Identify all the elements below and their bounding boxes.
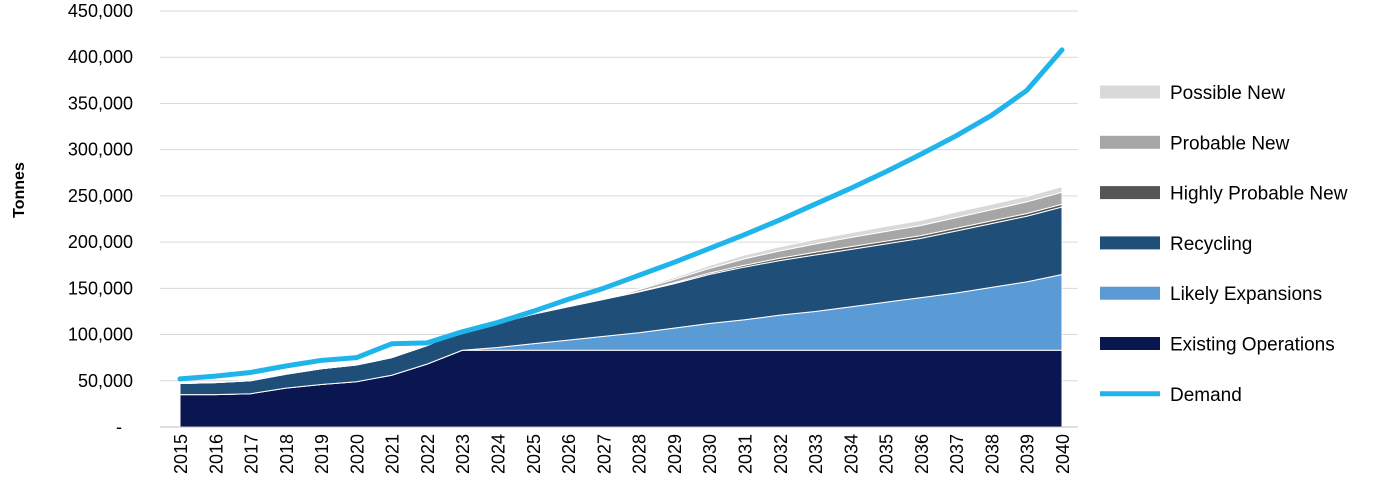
x-tick-label: 2030	[700, 434, 720, 474]
x-tick-label: 2021	[383, 434, 403, 474]
legend-swatch	[1100, 186, 1160, 200]
legend-item: Likely Expansions	[1100, 284, 1322, 305]
stacked-areas	[179, 185, 1063, 428]
y-tick-label: 200,000	[68, 232, 133, 252]
y-tick-label: 100,000	[68, 325, 133, 345]
legend-swatch	[1100, 135, 1160, 149]
x-tick-label: 2018	[277, 434, 297, 474]
y-tick-label: 250,000	[68, 186, 133, 206]
legend-item: Probable New	[1100, 133, 1290, 154]
x-tick-label: 2017	[242, 434, 262, 474]
legend-label: Highly Probable New	[1170, 184, 1348, 205]
legend: Possible New Probable New Highly Probable …	[1100, 83, 1348, 406]
x-tick-label: 2023	[453, 434, 473, 474]
legend-label: Probable New	[1170, 133, 1290, 154]
legend-label: Possible New	[1170, 83, 1285, 104]
legend-swatch	[1100, 337, 1160, 350]
x-axis-ticks: 2015 2016 2017 2018 2019 2020 2021 2022 2023 2024…	[171, 434, 1073, 474]
x-tick-label: 2038	[982, 434, 1002, 474]
x-tick-label: 2040	[1053, 434, 1073, 474]
x-tick-label: 2029	[665, 434, 685, 474]
legend-item: Demand	[1100, 385, 1242, 406]
y-tick-label: 50,000	[78, 371, 133, 391]
x-tick-label: 2039	[1018, 434, 1038, 474]
legend-label: Recycling	[1170, 234, 1252, 255]
legend-item: Highly Probable New	[1100, 184, 1348, 205]
x-tick-label: 2034	[841, 434, 861, 474]
legend-swatch	[1100, 236, 1160, 250]
demand-line-group	[177, 47, 1065, 382]
x-tick-label: 2025	[524, 434, 544, 474]
legend-label: Likely Expansions	[1170, 284, 1322, 305]
x-tick-label: 2016	[206, 434, 226, 474]
y-tick-label: 350,000	[68, 93, 133, 113]
x-tick-label: 2032	[771, 434, 791, 474]
x-tick-label: 2026	[559, 434, 579, 474]
x-tick-label: 2035	[877, 434, 897, 474]
x-tick-label: 2031	[735, 434, 755, 474]
demand-line	[177, 47, 1065, 382]
legend-item: Existing Operations	[1100, 335, 1335, 356]
y-tick-label: 450,000	[68, 1, 133, 21]
x-tick-label: 2037	[947, 434, 967, 474]
legend-swatch	[1100, 286, 1160, 300]
x-tick-label: 2024	[489, 434, 509, 474]
y-tick-label: -	[116, 417, 122, 437]
x-tick-label: 2015	[171, 434, 191, 474]
x-tick-label: 2022	[418, 434, 438, 474]
y-tick-label: 400,000	[68, 47, 133, 67]
y-tick-label: 300,000	[68, 140, 133, 160]
y-axis-ticks: - 50,000 100,000 150,000 200,000 250,000 300,0…	[68, 1, 133, 437]
legend-label: Demand	[1170, 385, 1242, 406]
x-tick-label: 2027	[594, 434, 614, 474]
x-tick-label: 2036	[912, 434, 932, 474]
gridlines	[160, 10, 1078, 382]
y-tick-label: 150,000	[68, 278, 133, 298]
x-tick-label: 2033	[806, 434, 826, 474]
x-tick-label: 2020	[347, 434, 367, 474]
x-tick-label: 2028	[630, 434, 650, 474]
y-axis-label: Tonnes	[11, 162, 28, 218]
legend-item: Recycling	[1100, 234, 1252, 255]
legend-item: Possible New	[1100, 83, 1285, 104]
legend-swatch	[1100, 85, 1160, 99]
legend-label: Existing Operations	[1170, 335, 1335, 356]
x-tick-label: 2019	[312, 434, 332, 474]
